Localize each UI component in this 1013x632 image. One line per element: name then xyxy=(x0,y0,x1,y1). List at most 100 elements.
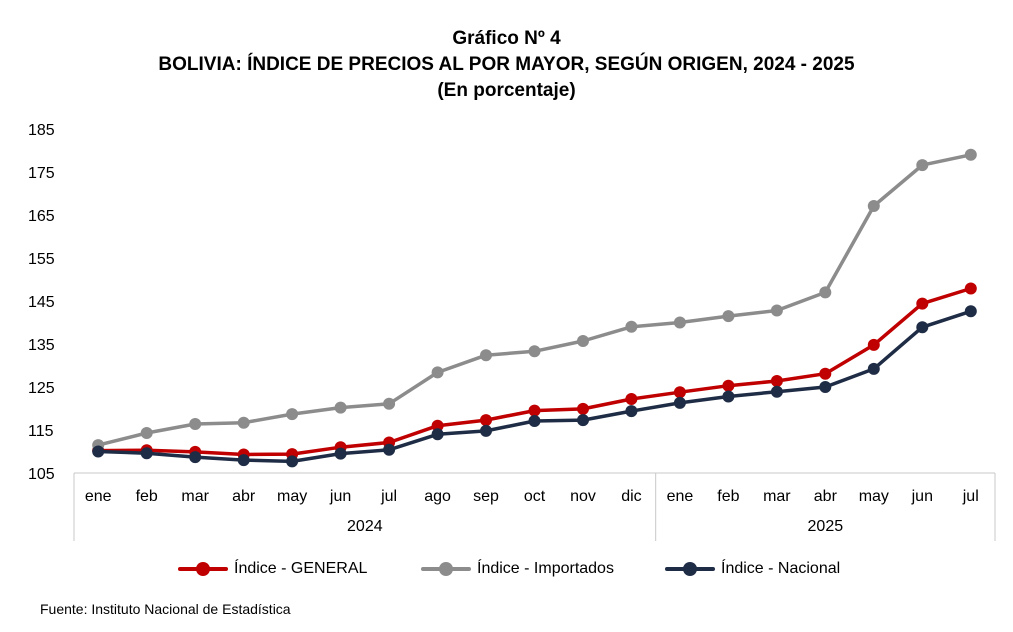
data-point xyxy=(722,379,735,392)
data-point xyxy=(431,366,444,379)
data-point xyxy=(140,447,153,460)
x-tick-label: may xyxy=(859,488,889,505)
data-point xyxy=(819,286,832,299)
data-point xyxy=(528,404,541,417)
data-point xyxy=(431,428,444,441)
chart-title: BOLIVIA: ÍNDICE DE PRECIOS AL POR MAYOR,… xyxy=(158,54,855,75)
data-point xyxy=(916,159,929,172)
data-point xyxy=(770,385,783,398)
data-point xyxy=(189,451,202,464)
series-line xyxy=(96,286,973,457)
legend-label-nacional: Índice - Nacional xyxy=(721,560,841,577)
data-point xyxy=(625,393,638,405)
data-point xyxy=(383,443,396,456)
legend-swatch-nacional xyxy=(665,556,715,582)
data-point xyxy=(964,305,977,318)
data-point xyxy=(770,375,783,387)
x-tick-label: jul xyxy=(380,488,397,505)
data-point xyxy=(867,338,880,351)
x-tick-label: mar xyxy=(763,488,791,505)
data-point xyxy=(334,447,347,460)
x-tick-label: jun xyxy=(911,488,933,505)
x-tick-label: jun xyxy=(329,488,351,505)
data-point xyxy=(577,402,589,415)
data-point xyxy=(286,408,299,421)
legend-marker xyxy=(683,562,697,576)
data-point xyxy=(528,345,541,358)
data-point xyxy=(334,401,347,414)
legend-marker xyxy=(196,562,210,576)
chart-number: Gráfico Nº 4 xyxy=(452,28,561,49)
data-point xyxy=(383,397,396,410)
chart-title-block: Gráfico Nº 4 BOLIVIA: ÍNDICE DE PRECIOS … xyxy=(0,26,1013,104)
data-point xyxy=(867,200,880,212)
x-tick-label: feb xyxy=(717,488,739,505)
data-point xyxy=(431,419,444,432)
data-point xyxy=(237,454,250,467)
legend-marker xyxy=(439,562,453,576)
series-2 xyxy=(92,305,977,468)
data-point xyxy=(92,445,105,458)
data-point xyxy=(577,335,589,347)
legend-swatch-importados xyxy=(421,556,471,582)
x-tick-label: nov xyxy=(570,488,596,505)
y-tick-label: 155 xyxy=(28,251,55,268)
data-point xyxy=(673,316,686,329)
legend-label-importados: Índice - Importados xyxy=(477,560,614,577)
source-note: Fuente: Instituto Nacional de Estadístic… xyxy=(40,601,291,617)
data-point xyxy=(722,310,735,323)
data-point xyxy=(480,349,492,362)
x-tick-label: abr xyxy=(814,488,838,505)
x-tick-label: ene xyxy=(85,488,112,505)
legend-swatch-general xyxy=(178,556,228,582)
data-point xyxy=(673,386,686,399)
y-tick-label: 165 xyxy=(28,208,55,225)
series-layer xyxy=(92,148,977,468)
x-tick-label: feb xyxy=(136,488,158,505)
legend-item-general: Índice - GENERAL xyxy=(178,556,367,582)
x-tick-label: ago xyxy=(424,488,451,505)
y-tick-label: 185 xyxy=(28,122,55,139)
data-point xyxy=(528,415,541,427)
data-point xyxy=(625,405,638,418)
data-point xyxy=(770,304,783,317)
y-tick-label: 175 xyxy=(28,165,55,182)
axis-layer: 105 115 125 135 145 155 165 175 185 ene feb mar abr m… xyxy=(28,122,996,541)
data-point xyxy=(625,320,638,333)
data-point xyxy=(237,416,250,429)
chart-subtitle: (En porcentaje) xyxy=(437,80,576,101)
data-point xyxy=(916,297,929,310)
legend-item-importados: Índice - Importados xyxy=(421,556,614,582)
data-point xyxy=(480,424,492,437)
data-point xyxy=(916,321,929,334)
data-point xyxy=(964,282,977,295)
data-point xyxy=(819,367,832,380)
y-tick-label: 125 xyxy=(28,380,55,397)
x-tick-label: ene xyxy=(667,488,694,505)
data-point xyxy=(722,390,735,403)
y-tick-label: 135 xyxy=(28,337,55,354)
series-line xyxy=(96,153,973,447)
legend-item-nacional: Índice - Nacional xyxy=(665,556,840,582)
data-point xyxy=(673,396,686,409)
data-point xyxy=(189,418,202,430)
x-tick-label: sep xyxy=(473,488,499,505)
data-point xyxy=(964,148,977,161)
x-tick-label: oct xyxy=(524,488,546,505)
y-tick-label: 145 xyxy=(28,294,55,311)
data-point xyxy=(577,414,589,427)
data-point xyxy=(286,455,299,468)
data-point xyxy=(819,381,832,393)
year-group-label: 2024 xyxy=(347,518,383,535)
data-point xyxy=(867,362,880,375)
line-chart: 105 115 125 135 145 155 165 175 185 ene feb mar abr m… xyxy=(28,122,996,541)
series-0 xyxy=(92,282,977,461)
x-tick-label: jul xyxy=(962,488,979,505)
x-tick-label: mar xyxy=(181,488,209,505)
x-tick-label: may xyxy=(277,488,307,505)
x-tick-label: dic xyxy=(621,488,641,505)
y-tick-label: 105 xyxy=(28,466,55,483)
legend-label-general: Índice - GENERAL xyxy=(234,560,368,577)
year-group-label: 2025 xyxy=(808,518,844,535)
x-tick-label: abr xyxy=(232,488,256,505)
